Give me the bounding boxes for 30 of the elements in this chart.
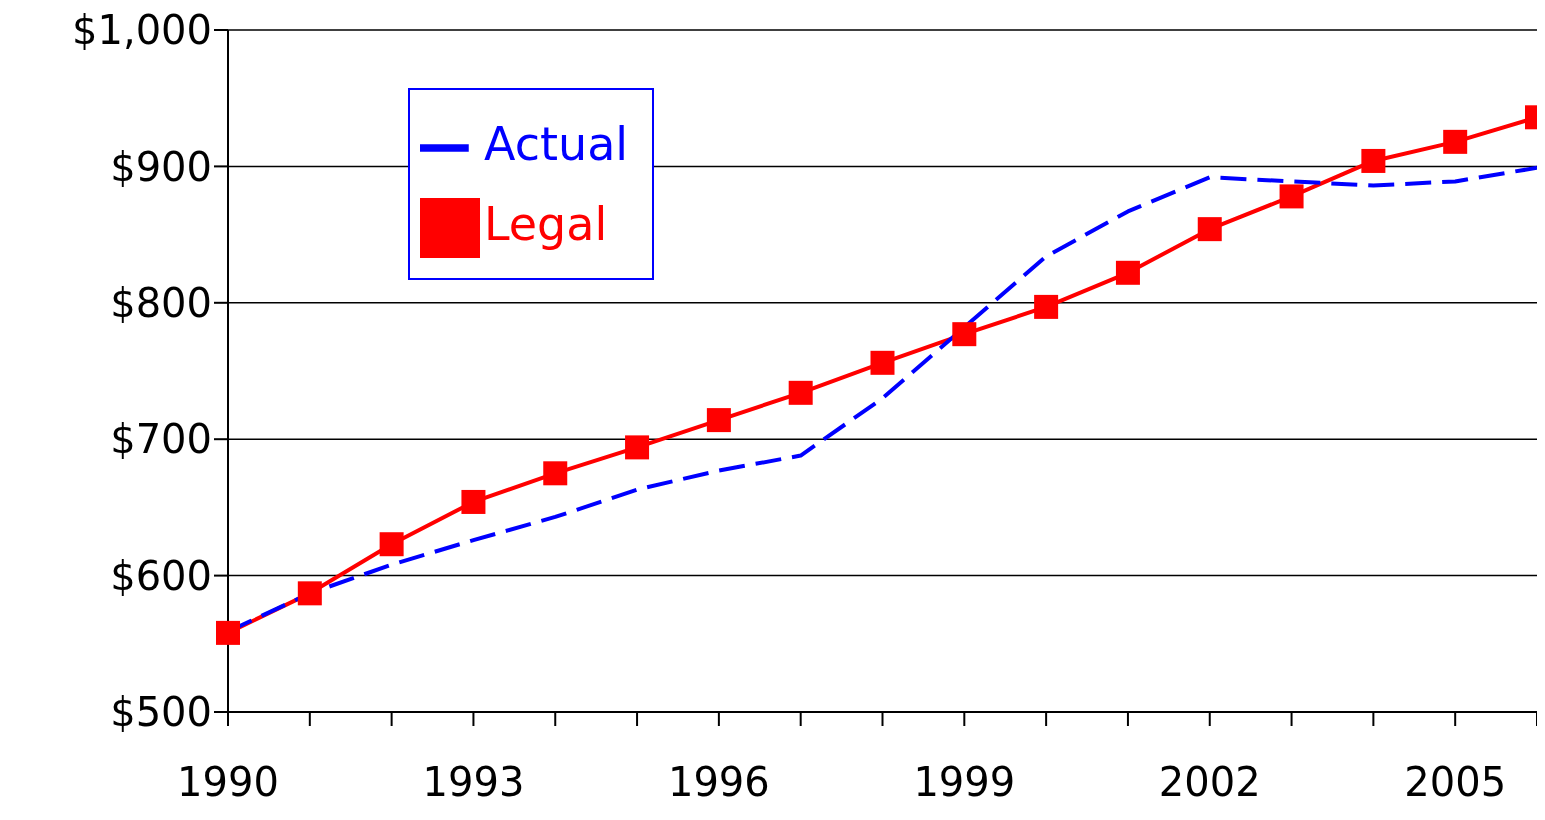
point [788, 380, 813, 405]
y-tick-label: $800 [110, 280, 212, 326]
y-tick-label: $500 [110, 689, 212, 736]
point [543, 461, 568, 486]
x-tick-label: 1990 [177, 759, 279, 806]
point [1279, 184, 1304, 209]
point [952, 322, 977, 347]
legend-label: Legal [484, 197, 608, 251]
point [1197, 217, 1222, 242]
point [1115, 260, 1140, 285]
point [297, 581, 322, 606]
x-tick-label: 1999 [913, 759, 1016, 806]
y-tick-label: $900 [110, 143, 212, 190]
legend-label: Actual [484, 117, 629, 171]
point [379, 532, 404, 557]
x-tick-label: 1996 [667, 759, 770, 806]
x-tick-label: 2005 [1404, 759, 1507, 806]
x-tick-label: 2002 [1158, 759, 1261, 806]
point [706, 408, 731, 433]
point [216, 620, 240, 645]
point [870, 350, 895, 375]
point [1034, 294, 1059, 319]
point [461, 489, 486, 514]
point [1443, 129, 1468, 154]
point [625, 435, 650, 460]
y-tick-label: $700 [110, 416, 212, 463]
y-tick-label: $600 [110, 552, 212, 599]
point [1361, 148, 1386, 173]
y-tick-label: $1,000 [72, 7, 212, 54]
x-tick-label: 1993 [422, 759, 525, 806]
